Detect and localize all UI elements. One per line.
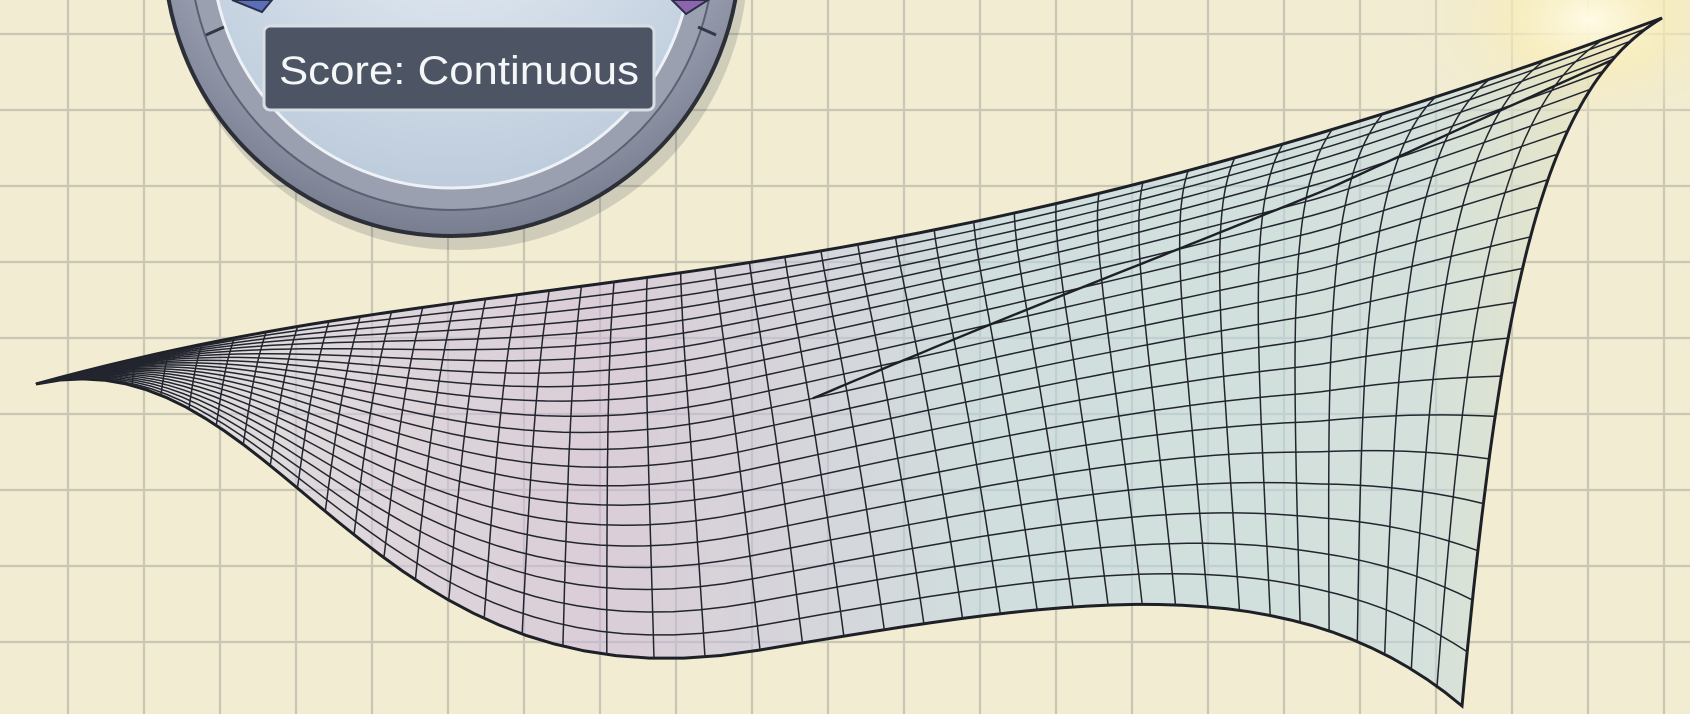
- mesh-line-long: [35, 129, 1569, 385]
- mesh-line-long: [35, 373, 1496, 527]
- mesh-line-long: [35, 376, 1479, 591]
- mesh-line-long: [35, 27, 1647, 385]
- wireframe-surface: [35, 16, 1663, 709]
- mesh-line-long: [35, 40, 1631, 385]
- mesh-line-long: [35, 236, 1531, 434]
- mesh-line-long: [35, 371, 1502, 506]
- mesh-line-long: [35, 70, 1604, 385]
- mesh-line-long: [35, 377, 1468, 653]
- mesh-line-long: [35, 54, 1617, 385]
- mesh-line-long: [35, 108, 1580, 385]
- score-gauge: Score: Continuous: [166, 0, 746, 250]
- mesh-line-long: [35, 206, 1540, 418]
- gauge-segment-violet: [670, 0, 710, 16]
- mesh-line-long: [35, 376, 1473, 613]
- gauge-tick-left: [205, 25, 225, 37]
- mesh-line-long: [35, 301, 1516, 468]
- score-label-box: [262, 24, 656, 112]
- gauge-segment-blue: [231, 0, 274, 14]
- mesh-line-long: [35, 153, 1558, 388]
- mesh-line-long: [35, 267, 1523, 451]
- surface-ridge: [812, 58, 1613, 400]
- mesh-line-long: [35, 337, 1509, 487]
- gauge-tick-right: [697, 25, 717, 37]
- mesh-line-long: [35, 88, 1591, 385]
- score-label: Score: Continuous: [279, 49, 639, 93]
- mesh-line-long: [35, 375, 1484, 569]
- mesh-line-long: [35, 374, 1490, 547]
- mesh-line-long: [35, 178, 1549, 402]
